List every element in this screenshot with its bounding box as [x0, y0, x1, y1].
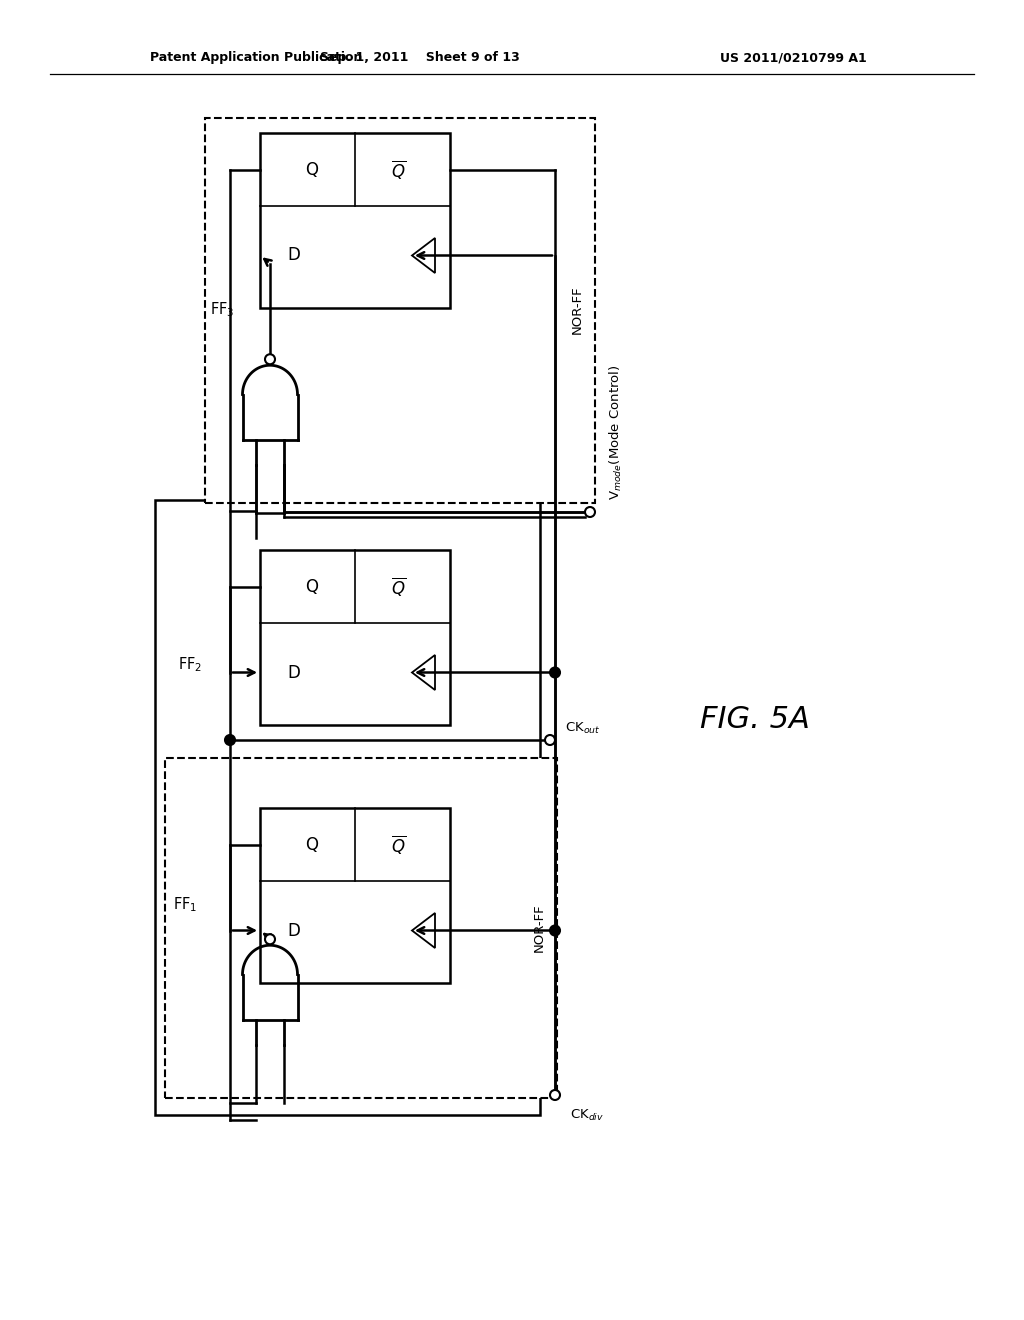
Circle shape	[550, 668, 560, 677]
Bar	[260, 550, 450, 725]
Bar	[260, 808, 450, 983]
Text: CK$_{div}$: CK$_{div}$	[570, 1107, 604, 1122]
Text: $\overline{Q}$: $\overline{Q}$	[391, 158, 407, 181]
Text: US 2011/0210799 A1: US 2011/0210799 A1	[720, 51, 866, 65]
Text: NOR-FF: NOR-FF	[532, 904, 546, 952]
Circle shape	[550, 925, 560, 936]
Text: D: D	[288, 247, 301, 264]
Circle shape	[550, 1090, 560, 1100]
Text: $\overline{Q}$: $\overline{Q}$	[391, 833, 407, 857]
Text: Q: Q	[305, 578, 317, 595]
Text: V$_{mode}$(Mode Control): V$_{mode}$(Mode Control)	[608, 364, 624, 500]
Text: FF$_1$: FF$_1$	[173, 896, 198, 915]
Text: Q: Q	[305, 161, 317, 178]
Circle shape	[265, 354, 275, 364]
Text: D: D	[288, 921, 301, 940]
Circle shape	[585, 507, 595, 517]
Text: NOR-FF: NOR-FF	[570, 285, 584, 334]
Text: $\overline{Q}$: $\overline{Q}$	[391, 576, 407, 598]
Bar	[165, 758, 557, 1098]
Text: Sep. 1, 2011    Sheet 9 of 13: Sep. 1, 2011 Sheet 9 of 13	[321, 51, 520, 65]
Circle shape	[545, 735, 555, 744]
Text: FIG. 5A: FIG. 5A	[700, 705, 810, 734]
Text: CK$_{out}$: CK$_{out}$	[565, 721, 600, 735]
Text: Q: Q	[305, 836, 317, 854]
Bar	[155, 500, 540, 1115]
Text: FF$_2$: FF$_2$	[178, 656, 202, 675]
Circle shape	[265, 935, 275, 944]
Bar	[205, 117, 595, 503]
Circle shape	[225, 735, 234, 744]
Text: FF$_3$: FF$_3$	[210, 301, 234, 319]
Text: Patent Application Publication: Patent Application Publication	[150, 51, 362, 65]
Bar	[260, 133, 450, 308]
Text: D: D	[288, 664, 301, 681]
